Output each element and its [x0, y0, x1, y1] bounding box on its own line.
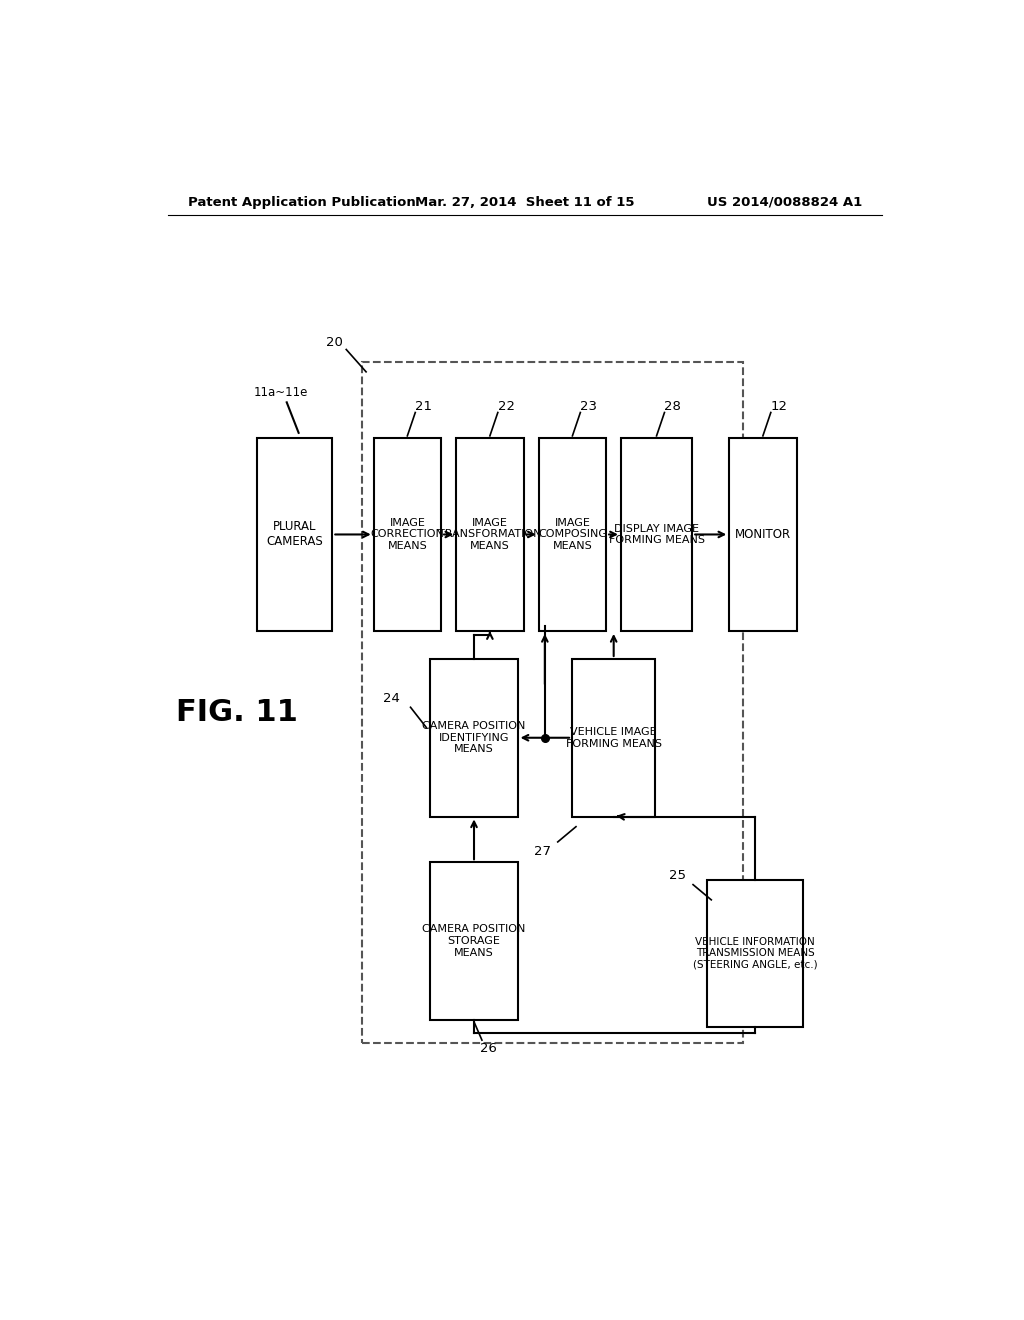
Text: CAMERA POSITION
STORAGE
MEANS: CAMERA POSITION STORAGE MEANS — [422, 924, 525, 957]
FancyBboxPatch shape — [374, 438, 441, 631]
Text: 24: 24 — [383, 692, 399, 705]
Text: 27: 27 — [534, 845, 551, 858]
Text: 11a~11e: 11a~11e — [253, 387, 308, 399]
Text: FIG. 11: FIG. 11 — [176, 698, 298, 727]
FancyBboxPatch shape — [708, 879, 803, 1027]
FancyBboxPatch shape — [430, 862, 518, 1020]
Text: 25: 25 — [670, 869, 686, 882]
Text: CAMERA POSITION
IDENTIFYING
MEANS: CAMERA POSITION IDENTIFYING MEANS — [422, 721, 525, 754]
Text: 26: 26 — [480, 1043, 498, 1055]
Text: IMAGE
CORRECTION
MEANS: IMAGE CORRECTION MEANS — [371, 517, 444, 550]
Text: IMAGE
COMPOSING
MEANS: IMAGE COMPOSING MEANS — [538, 517, 607, 550]
FancyBboxPatch shape — [539, 438, 606, 631]
Text: Patent Application Publication: Patent Application Publication — [187, 195, 416, 209]
Text: 20: 20 — [327, 337, 343, 350]
Text: US 2014/0088824 A1: US 2014/0088824 A1 — [707, 195, 862, 209]
Text: PLURAL
CAMERAS: PLURAL CAMERAS — [266, 520, 323, 549]
Text: MONITOR: MONITOR — [735, 528, 791, 541]
Text: 21: 21 — [416, 400, 432, 412]
Text: 28: 28 — [665, 400, 681, 412]
Text: VEHICLE IMAGE
FORMING MEANS: VEHICLE IMAGE FORMING MEANS — [565, 727, 662, 748]
Text: IMAGE
TRANSFORMATION
MEANS: IMAGE TRANSFORMATION MEANS — [438, 517, 542, 550]
Text: 23: 23 — [581, 400, 597, 412]
Text: VEHICLE INFORMATION
TRANSMISSION MEANS
(STEERING ANGLE, etc.): VEHICLE INFORMATION TRANSMISSION MEANS (… — [692, 937, 817, 970]
FancyBboxPatch shape — [430, 659, 518, 817]
Text: Mar. 27, 2014  Sheet 11 of 15: Mar. 27, 2014 Sheet 11 of 15 — [415, 195, 635, 209]
FancyBboxPatch shape — [456, 438, 523, 631]
FancyBboxPatch shape — [257, 438, 333, 631]
Text: 22: 22 — [498, 400, 515, 412]
FancyBboxPatch shape — [572, 659, 655, 817]
FancyBboxPatch shape — [621, 438, 692, 631]
Text: DISPLAY IMAGE
FORMING MEANS: DISPLAY IMAGE FORMING MEANS — [608, 524, 705, 545]
FancyBboxPatch shape — [729, 438, 797, 631]
Text: 12: 12 — [771, 400, 787, 412]
